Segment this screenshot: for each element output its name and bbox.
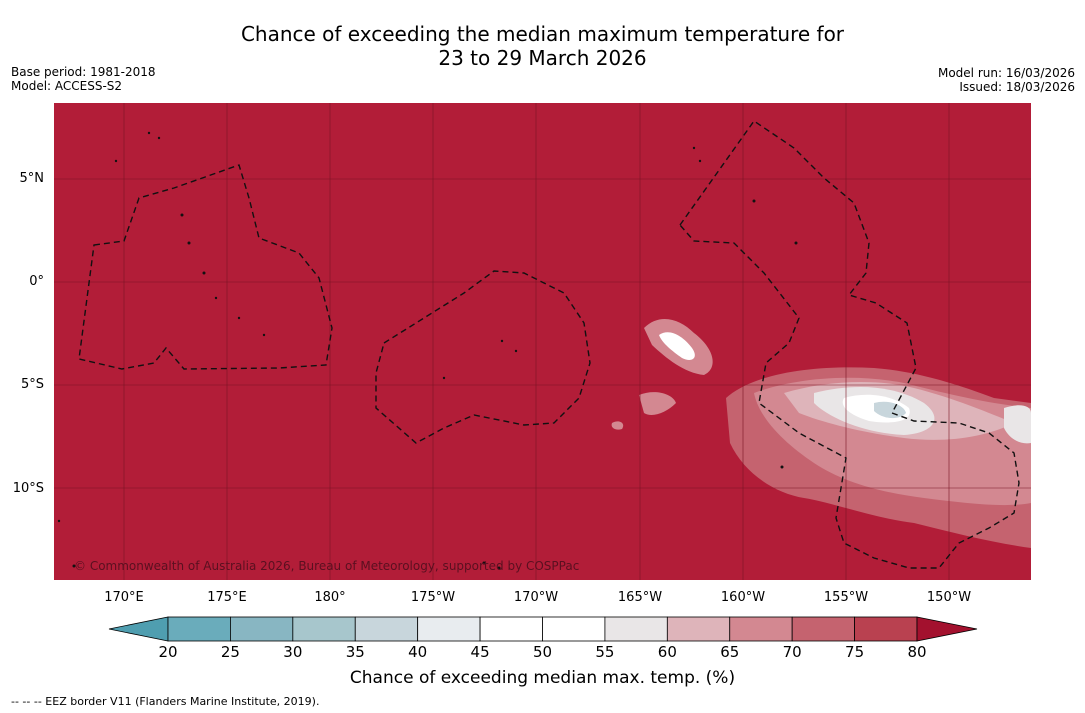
colorbar-under-extension [108,616,169,642]
model-run-date: Model run: 16/03/2026 [937,66,1075,80]
shade-blob-north-inner [659,332,695,360]
colorbar-tick-label: 30 [283,643,303,661]
colorbar-cell [354,616,419,642]
colorbar-tick-label: 55 [595,643,615,661]
shade-85-90 [874,401,906,419]
shade-blob-tiny [611,421,624,430]
colorbar-cell [417,616,481,642]
eez-footnote: -- -- -- EEZ border V11 (Flanders Marine… [11,695,320,708]
lon-label-175e: 175°E [207,590,247,605]
eez-tuvalu-kiribati [78,164,333,370]
lon-label-150w: 150°W [926,590,972,605]
map-svg [54,103,1031,580]
lat-label-5n: 5°N [19,171,45,186]
lon-label-165w: 165°W [617,590,663,605]
shade-blob-small [639,392,676,415]
lat-label-5s: 5°S [20,377,44,392]
probability-shading [611,318,1031,548]
colorbar-cell [791,616,855,642]
colorbar-tick-label: 25 [220,643,240,661]
colorbar-cell [479,616,543,642]
colorbar-tick-label: 75 [845,643,865,661]
colorbar-tick-label: 70 [782,643,802,661]
lon-label-155w: 155°W [823,590,869,605]
meta-left: Base period: 1981-2018 Model: ACCESS-S2 [11,65,156,93]
eez-phoenix [375,270,591,444]
meta-right: Model run: 16/03/2026 Issued: 18/03/2026 [938,66,1075,94]
colorbar-tick-label: 45 [470,643,490,661]
colorbar-cell [854,616,918,642]
lon-label-160w: 160°W [720,590,766,605]
issued-date: Issued: 18/03/2026 [959,80,1075,94]
lon-label-180: 180° [314,590,346,605]
colorbar-cell [230,616,294,642]
colorbar-tick-label: 80 [907,643,927,661]
colorbar-tick-label: 40 [408,643,428,661]
lon-label-170e: 170°E [104,590,144,605]
model-name: Model: ACCESS-S2 [11,79,123,93]
colorbar-tick-label: 65 [720,643,740,661]
colorbar-tick-label: 50 [532,643,553,661]
colorbar-cell [542,616,606,642]
colorbar-cell [604,616,668,642]
colorbar-over-extension [916,616,978,642]
lat-label-10s: 10°S [12,481,44,496]
lat-label-0: 0° [29,274,44,289]
shade-east-edge [1004,405,1031,444]
colorbar-tick-label: 20 [158,643,178,661]
colorbar-tick-label: 35 [345,643,365,661]
colorbar-label: Chance of exceeding median max. temp. (%… [349,668,736,688]
base-period: Base period: 1981-2018 [11,65,156,79]
forecast-map: © Commonwealth of Australia 2026, Bureau… [54,103,1031,580]
eez-line-islands [679,120,1020,569]
map-title: Chance of exceeding the median maximum t… [0,22,1085,70]
title-line-2: 23 to 29 March 2026 [438,46,647,70]
colorbar-cell [729,616,793,642]
eez-borders [78,120,1020,569]
colorbar-cell [292,616,356,642]
islands [57,131,798,570]
colorbar-cell [666,616,731,642]
title-line-1: Chance of exceeding the median maximum t… [240,22,845,46]
map-copyright: © Commonwealth of Australia 2026, Bureau… [74,559,580,573]
colorbar-cell [167,616,231,642]
lon-label-175w: 175°W [410,590,456,605]
lon-label-170w: 170°W [513,590,559,605]
colorbar-tick-label: 60 [657,643,677,661]
